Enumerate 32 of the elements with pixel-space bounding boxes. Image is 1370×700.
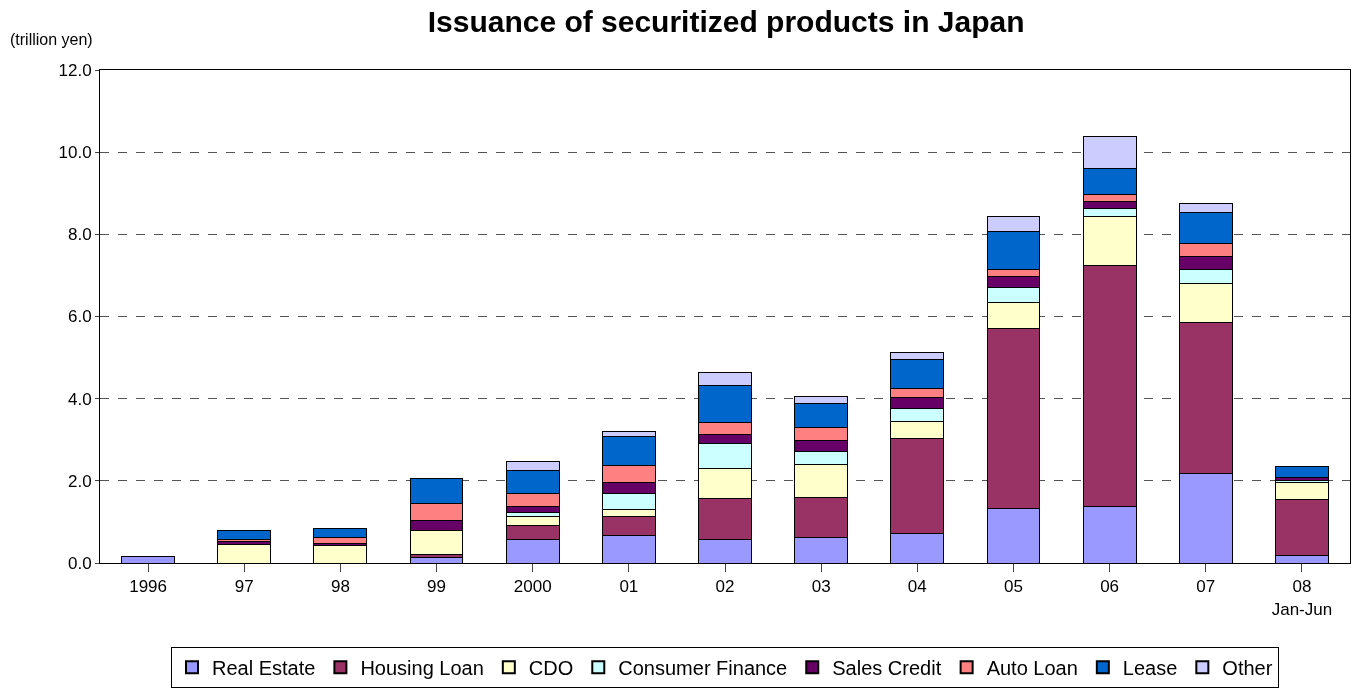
x-tick-label: 01 — [619, 577, 639, 597]
legend-label: CDO — [528, 657, 574, 680]
y-tick-label: 6.0 — [67, 307, 92, 327]
legend-label: Housing Loan — [360, 657, 484, 680]
x-tick-label: 2000 — [513, 577, 552, 597]
x-tick-label: 1996 — [129, 577, 167, 597]
legend-label: Real Estate — [212, 657, 316, 680]
x-tick-label: 08 Jan-Jun — [1271, 577, 1333, 619]
legend-label: Sales Credit — [832, 657, 942, 680]
y-tick-label: 2.0 — [67, 471, 92, 491]
legend-label: Other — [1222, 657, 1273, 680]
y-tick-label: 8.0 — [67, 225, 92, 245]
legend-label: Consumer Finance — [618, 657, 788, 680]
x-tick-label: 05 — [1004, 577, 1023, 597]
x-tick-label: 04 — [907, 577, 927, 597]
x-tick-label: 03 — [811, 577, 831, 597]
legend-label: Auto Loan — [986, 657, 1078, 680]
bar — [217, 529, 272, 540]
x-tick-label: 07 — [1196, 577, 1216, 597]
y-tick-label: 10.0 — [58, 143, 92, 163]
x-tick-label: 06 — [1100, 577, 1120, 597]
x-tick-label: 02 — [715, 577, 735, 597]
y-tick-label: 0.0 — [67, 553, 92, 573]
x-tick-label: 98 — [330, 577, 350, 597]
chart-title: Issuance of securitized products in Japan — [427, 4, 1025, 38]
x-tick-label: 97 — [234, 577, 254, 597]
y-tick-label: 4.0 — [67, 389, 92, 409]
y-tick-label: 12.0 — [58, 60, 92, 80]
legend-label: Lease — [1122, 657, 1178, 680]
y-axis-title: (trillion yen) — [10, 31, 93, 48]
bar — [1274, 465, 1329, 479]
x-tick-label: 99 — [427, 577, 446, 597]
